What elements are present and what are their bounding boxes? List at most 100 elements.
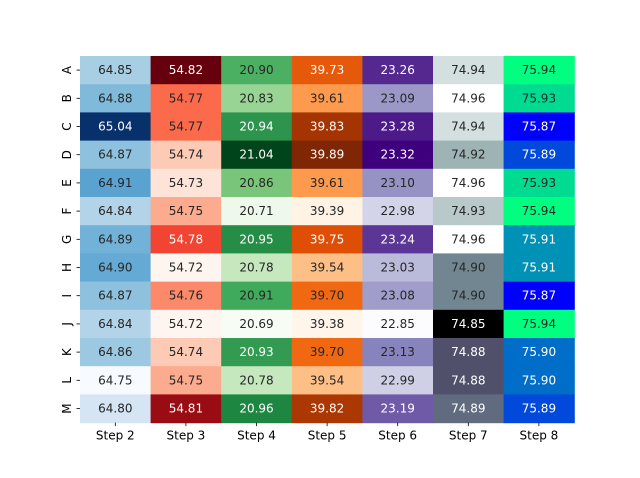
heatmap-cell [150,197,222,226]
heatmap-cell [80,140,152,170]
cell-value-label: 54.76 [169,289,203,303]
heatmap-cell [503,309,575,339]
cell-value-label: 20.78 [239,261,273,275]
heatmap-cell [291,338,363,367]
heatmap-cell [433,394,505,424]
cell-value-label: 65.04 [98,120,132,134]
cell-value-label: 20.86 [239,176,273,190]
heatmap-cell [362,112,434,142]
cell-value-label: 39.61 [310,91,344,105]
cell-value-label: 75.89 [522,402,556,416]
cell-value-label: 74.89 [451,402,485,416]
heatmap-cell [80,56,152,85]
heatmap-cell [150,56,222,85]
heatmap-cell [291,112,363,142]
heatmap-cell [362,338,434,367]
x-tick-label: Step 3 [167,429,206,443]
heatmap-cell [433,197,505,226]
cell-value-label: 64.75 [98,373,132,387]
heatmap-cell [362,366,434,395]
heatmap-cell [433,366,505,395]
cell-value-label: 74.94 [451,120,485,134]
heatmap-cell [362,84,434,113]
heatmap-cell [150,140,222,170]
heatmap-cell [291,394,363,424]
cell-value-label: 20.83 [239,91,273,105]
heatmap-cell [433,112,505,142]
cell-value-label: 39.54 [310,261,344,275]
cell-value-label: 74.88 [451,373,485,387]
cell-value-label: 54.75 [169,373,203,387]
heatmap-cell [503,394,575,424]
cell-value-label: 54.74 [169,345,203,359]
y-axis: A B C D E F G H I J K L M [60,65,80,414]
heatmap-cell [221,56,293,85]
cell-value-label: 39.54 [310,373,344,387]
cell-value-label: 23.03 [381,261,415,275]
y-tick-label: B [60,94,74,102]
cell-value-label: 54.82 [169,63,203,77]
heatmap-cell [221,394,293,424]
cell-value-label: 54.74 [169,148,203,162]
heatmap-cell [362,394,434,424]
cell-value-label: 20.96 [239,402,273,416]
heatmap-cell [362,309,434,339]
x-axis: Step 2 Step 3 Step 4 Step 5 Step 6 Step 7 Step… [96,422,558,443]
cell-value-label: 75.93 [522,176,556,190]
heatmap-cell [433,56,505,85]
heatmap-cell [221,309,293,339]
cell-value-label: 54.77 [169,91,203,105]
heatmap-cell [433,168,505,198]
heatmap-cell [80,309,152,339]
x-tick-label: Step 7 [449,429,488,443]
cell-value-label: 54.72 [169,317,203,331]
cell-value-label: 23.24 [381,232,415,246]
cell-value-label: 21.04 [239,148,273,162]
heatmap-cell [150,253,222,283]
cell-value-label: 22.98 [381,204,415,218]
cell-value-label: 64.80 [98,402,132,416]
cell-value-label: 22.99 [381,373,415,387]
cell-value-label: 75.94 [522,63,556,77]
cell-value-label: 20.71 [239,204,273,218]
cell-value-label: 74.96 [451,176,485,190]
cell-value-label: 20.78 [239,373,273,387]
cell-value-label: 64.90 [98,261,132,275]
y-tick-label: C [60,122,74,130]
heatmap-cell [362,140,434,170]
heatmap-cells: 64.85 64.88 65.04 64.87 64.91 64.84 64.89 64.90… [80,56,575,424]
cell-value-label: 54.73 [169,176,203,190]
heatmap-cell [80,366,152,395]
heatmap-cell [503,281,575,311]
cell-value-label: 64.86 [98,345,132,359]
cell-value-label: 74.92 [451,148,485,162]
heatmap-cell [221,281,293,311]
y-tick-label: F [60,208,74,215]
cell-value-label: 75.90 [522,345,556,359]
cell-value-label: 75.90 [522,373,556,387]
heatmap-cell [150,309,222,339]
cell-value-label: 64.84 [98,317,132,331]
cell-value-label: 74.93 [451,204,485,218]
heatmap-cell [362,253,434,283]
heatmap-cell [150,225,222,254]
cell-value-label: 75.93 [522,91,556,105]
y-tick-label: A [60,65,74,74]
cell-value-label: 39.39 [310,204,344,218]
cell-value-label: 20.91 [239,289,273,303]
heatmap-cell [291,56,363,85]
cell-value-label: 39.38 [310,317,344,331]
heatmap-cell [150,84,222,113]
heatmap-cell [221,197,293,226]
heatmap-cell [433,225,505,254]
heatmap-cell [291,281,363,311]
heatmap-cell [80,281,152,311]
heatmap-cell [291,84,363,113]
cell-value-label: 39.73 [310,63,344,77]
cell-value-label: 74.96 [451,91,485,105]
heatmap-cell [433,309,505,339]
cell-value-label: 39.82 [310,402,344,416]
cell-value-label: 75.94 [522,204,556,218]
heatmap-cell [503,84,575,113]
